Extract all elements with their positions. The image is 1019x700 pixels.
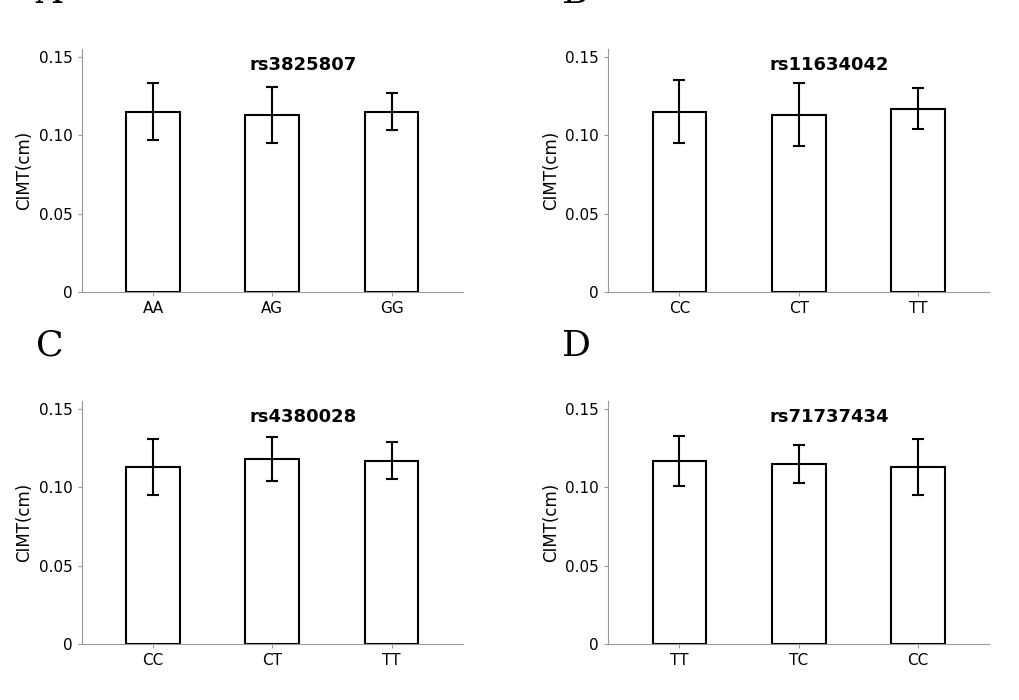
Y-axis label: CIMT(cm): CIMT(cm) [541,131,559,210]
Y-axis label: CIMT(cm): CIMT(cm) [15,483,34,562]
Text: B: B [561,0,588,10]
Bar [891,108,944,292]
Text: C: C [36,328,63,363]
Bar [891,467,944,644]
Bar [246,115,299,292]
Bar [246,459,299,644]
Bar [365,112,418,292]
Bar [126,112,179,292]
Bar [652,112,705,292]
Text: rs71737434: rs71737434 [768,408,889,426]
Text: rs3825807: rs3825807 [249,56,356,74]
Text: D: D [561,328,590,363]
Text: A: A [36,0,61,10]
Bar [652,461,705,644]
Bar [126,467,179,644]
Bar [365,461,418,644]
Bar [771,464,824,644]
Text: rs11634042: rs11634042 [768,56,889,74]
Y-axis label: CIMT(cm): CIMT(cm) [541,483,559,562]
Text: rs4380028: rs4380028 [249,408,356,426]
Y-axis label: CIMT(cm): CIMT(cm) [15,131,34,210]
Bar [771,115,824,292]
